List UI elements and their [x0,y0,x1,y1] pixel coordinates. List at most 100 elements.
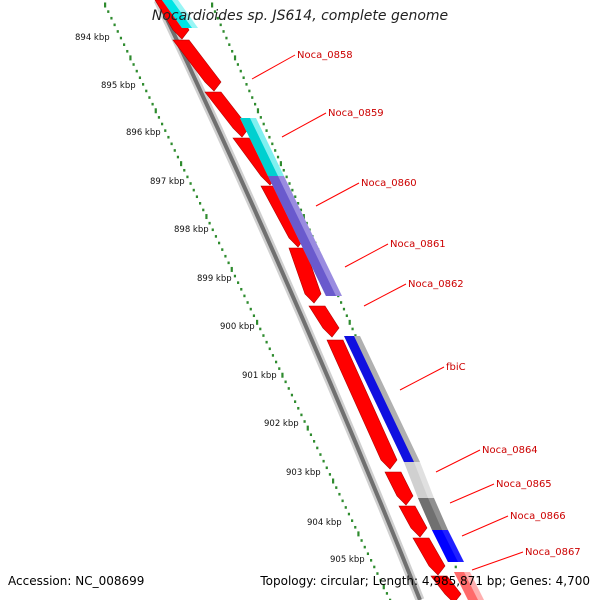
inner-tick [170,142,173,146]
inner-tick [287,387,290,390]
label-leader-line [471,551,524,571]
cds-arrow [430,575,462,600]
inner-tick [221,248,224,251]
inner-tick [259,327,262,331]
feature-block [162,0,192,28]
inner-tick [366,552,370,556]
outer-tick [340,301,343,304]
inner-tick [281,372,284,378]
inner-tick [142,83,145,86]
outer-tick [299,208,303,212]
outer-tick [291,188,294,192]
inner-tick [237,281,240,284]
gene-label: fbiC [446,362,466,373]
outer-tick [297,202,300,205]
scale-label: 894 kbp [75,33,110,43]
inner-tick [230,266,233,272]
map-title: Nocardioides sp. JS614, complete genome [151,8,449,24]
inner-tick [214,235,218,238]
outer-tick [265,129,268,132]
inner-tick [189,182,192,185]
feature-block [454,572,478,600]
inner-tick [376,572,379,575]
outer-tick [288,182,291,185]
scale-label: 903 kbp [286,468,321,478]
genome-backbone [153,0,425,600]
scale-label: 898 kbp [174,225,209,235]
outer-tick [294,195,297,199]
outer-tick [256,108,260,114]
scale-labels: 894 kbp 895 kbp 896 kbp 897 kbp 898 kbp 899 k… [75,33,365,565]
inner-tick [240,287,243,291]
gene-label: Noca_0865 [496,479,552,490]
inner-tick [199,202,202,205]
outer-tick [279,161,282,167]
inner-tick [129,55,132,61]
cds-arrow [154,0,190,40]
inner-tick [132,63,135,66]
gene-labels: Noca_0858 Noca_0859 Noca_0860 Noca_0861 Noca… [251,50,581,571]
outer-tick [282,168,285,172]
outer-tick [251,96,254,99]
gene-label: Noca_0864 [482,445,538,456]
outer-tick [276,155,280,159]
outer-tick [351,327,354,331]
inner-tick [246,301,249,304]
scale-label: 897 kbp [150,177,185,187]
inner-tick [195,195,199,199]
label-leader-line [449,483,495,504]
cds-arrow [288,247,322,304]
inner-tick [173,149,176,152]
inner-tick [389,598,392,600]
inner-tick [351,519,354,522]
outer-tick [345,314,348,318]
label-leader-line [251,54,296,80]
cds-arrow [172,39,222,92]
inner-tick [278,367,281,370]
inner-tick [116,30,119,33]
inner-tick [186,175,189,179]
label-leader-line [315,182,360,207]
inner-tick [233,274,237,278]
cds-arrow [204,91,250,138]
inner-tick [249,307,252,311]
outer-tick [348,319,351,325]
scale-label: 904 kbp [307,518,342,528]
inner-tick [227,261,230,265]
outer-tick [454,565,457,569]
inner-tick [202,208,205,212]
inner-tick [161,122,164,126]
label-leader-line [363,283,407,307]
inner-tick [119,36,123,40]
cds-arrow [308,305,340,338]
outer-tick [354,334,357,337]
label-leader-line [399,366,445,391]
outer-tick [222,30,225,33]
inner-tick [322,459,325,463]
outer-tick [213,10,217,13]
outer-tick [271,142,274,146]
inner-tick [370,559,373,562]
inner-tick [176,155,180,159]
feature-block [418,498,442,530]
inner-tick [357,531,360,537]
inner-tick [373,565,376,569]
inner-tick [145,89,148,93]
feature-block [268,176,336,296]
inner-tick [113,23,116,27]
inner-tick [290,393,294,397]
inner-tick [148,96,151,99]
inner-tick [338,492,341,496]
scale-label: 902 kbp [264,419,299,429]
outer-tick [245,83,248,86]
scale-label: 896 kbp [126,128,161,138]
outer-tick [225,36,228,40]
gene-label: Noca_0858 [297,50,353,61]
inner-tick [154,108,157,114]
inner-tick [309,433,313,437]
inner-tick [313,440,316,443]
scale-label: 895 kbp [101,81,136,91]
inner-tick [344,506,347,509]
outer-tick [274,149,277,152]
